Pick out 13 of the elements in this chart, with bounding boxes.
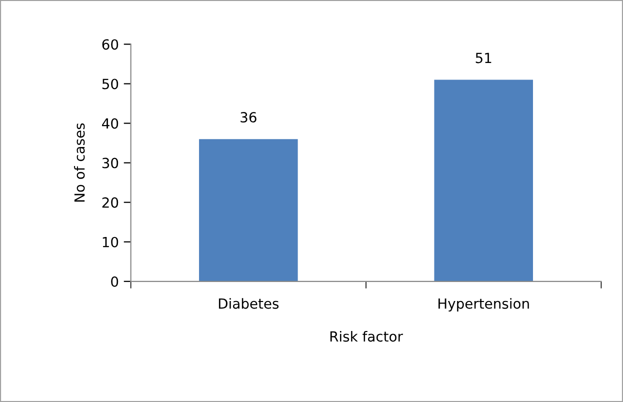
x-axis-title: Risk factor [330,330,403,342]
data-label: 51 [476,52,492,64]
y-tick-label: 40 [102,118,118,129]
y-tick-label: 0 [111,276,118,287]
data-label: 36 [240,112,256,123]
y-tick-label: 50 [102,78,118,90]
y-tick-label: 60 [102,39,118,50]
y-tick-label: 20 [102,197,118,208]
x-tick-label: Diabetes [218,298,279,309]
y-tick-label: 30 [102,158,118,168]
x-tick-label: Hypertension [438,298,529,312]
y-axis-title: No of cases [74,123,85,202]
y-tick-label: 10 [102,236,118,248]
